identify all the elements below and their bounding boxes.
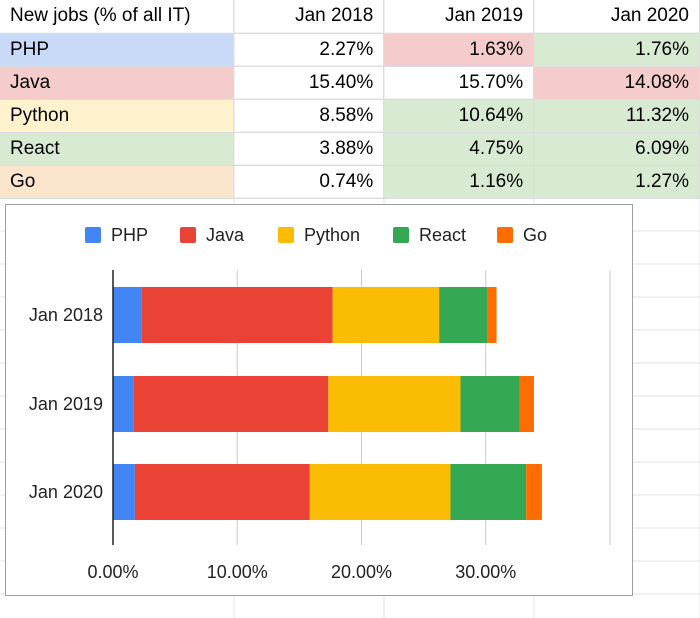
legend-label-python[interactable]: Python [304,225,360,245]
bar-segment-java[interactable] [134,464,310,520]
header-row: New jobs (% of all IT) Jan 2018 Jan 2019 Ja… [0,0,700,34]
header-cell-date[interactable]: Jan 2018 [233,0,385,34]
bar-segment-php[interactable] [113,376,134,432]
bar-segment-python[interactable] [328,376,461,432]
table-row: Python 8.58% 10.64% 11.32% [0,99,700,133]
bar-segment-react[interactable] [450,464,527,520]
legend-swatch-java [180,227,196,243]
value-cell[interactable]: 3.88% [233,132,385,166]
value-cell[interactable]: 11.32% [533,99,700,133]
language-cell[interactable]: React [0,132,235,166]
category-label: Jan 2018 [29,305,103,325]
value-cell[interactable]: 2.27% [233,33,385,67]
value-cell[interactable]: 0.74% [233,165,385,199]
legend-swatch-go [497,227,513,243]
value-cell[interactable]: 1.63% [383,33,535,67]
header-cell-date[interactable]: Jan 2020 [533,0,700,34]
bar-segment-php[interactable] [113,464,135,520]
bar-segment-react[interactable] [439,287,488,343]
category-label: Jan 2019 [29,394,103,414]
bar-segment-php[interactable] [113,287,142,343]
table-row: PHP 2.27% 1.63% 1.76% [0,33,700,67]
value-cell[interactable]: 10.64% [383,99,535,133]
language-cell[interactable]: PHP [0,33,235,67]
value-cell[interactable]: 15.70% [383,66,535,100]
x-tick-label: 10.00% [207,562,268,582]
legend-swatch-react [393,227,409,243]
spreadsheet-table: New jobs (% of all IT) Jan 2018 Jan 2019 Ja… [0,0,700,199]
value-cell[interactable]: 6.09% [533,132,700,166]
bar-segment-go[interactable] [526,464,542,520]
bar-segment-go[interactable] [487,287,497,343]
legend-swatch-php [85,227,101,243]
bar-segment-java[interactable] [141,287,333,343]
language-cell[interactable]: Go [0,165,235,199]
table-row: Java 15.40% 15.70% 14.08% [0,66,700,100]
bar-segment-go[interactable] [519,376,534,432]
value-cell[interactable]: 8.58% [233,99,385,133]
bar-segment-java[interactable] [133,376,329,432]
value-cell[interactable]: 1.27% [533,165,700,199]
bar-segment-python[interactable] [332,287,440,343]
header-cell-metric[interactable]: New jobs (% of all IT) [0,0,235,34]
legend-label-java[interactable]: Java [206,225,245,245]
legend-label-php[interactable]: PHP [111,225,148,245]
value-cell[interactable]: 1.76% [533,33,700,67]
legend-swatch-python [278,227,294,243]
value-cell[interactable]: 1.16% [383,165,535,199]
table-row: React 3.88% 4.75% 6.09% [0,132,700,166]
chart-canvas: PHP Java Python React Go 0.00% 10.00% 20.00% 30.… [29,225,611,582]
legend-label-go[interactable]: Go [523,225,547,245]
value-cell[interactable]: 15.40% [233,66,385,100]
language-cell[interactable]: Python [0,99,235,133]
legend-label-react[interactable]: React [419,225,466,245]
language-cell[interactable]: Java [0,66,235,100]
header-cell-date[interactable]: Jan 2019 [383,0,535,34]
value-cell[interactable]: 4.75% [383,132,535,166]
bar-segment-python[interactable] [309,464,451,520]
value-cell[interactable]: 14.08% [533,66,700,100]
x-tick-label: 20.00% [331,562,392,582]
table-row: Go 0.74% 1.16% 1.27% [0,165,700,199]
category-label: Jan 2020 [29,482,103,502]
x-tick-label: 0.00% [87,562,138,582]
stacked-bar-chart[interactable]: PHP Java Python React Go 0.00% 10.00% 20.00% 30.… [5,204,633,596]
x-tick-label: 30.00% [455,562,516,582]
bar-segment-react[interactable] [460,376,520,432]
